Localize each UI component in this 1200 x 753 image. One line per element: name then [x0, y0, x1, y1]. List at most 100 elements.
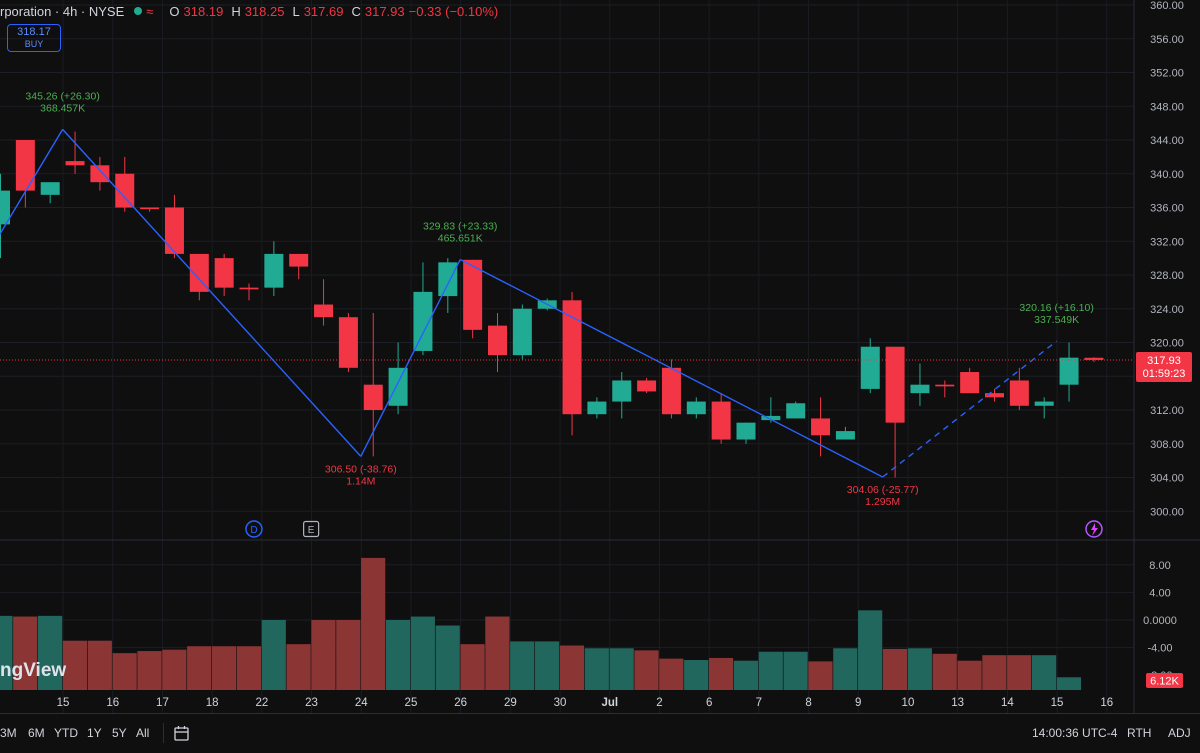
volume-bar	[808, 661, 833, 690]
volume-bar	[211, 646, 237, 690]
candle-body	[438, 262, 458, 297]
dividend-marker	[245, 520, 263, 538]
volume-axis[interactable]: 8.004.000.0000-4.00-8.00	[1143, 560, 1177, 682]
bar-countdown: 01:59:23	[1143, 368, 1186, 380]
candle-body	[910, 384, 930, 394]
zigzag-segment	[62, 128, 362, 457]
candle-body	[835, 431, 855, 440]
zigzag-price-label: 345.26 (+26.30)	[25, 90, 99, 102]
candle-body	[463, 259, 483, 330]
bottom-toolbar: 3M 6M YTD 1Y 5Y All 14:00:36 UTC-4 RTH A…	[0, 713, 1200, 753]
time-tick-label: 14	[1001, 697, 1014, 709]
candle-body	[189, 253, 209, 292]
volume-bar	[957, 660, 982, 690]
buy-price: 318.17	[17, 26, 51, 38]
volume-bar	[311, 620, 336, 690]
range-3m-button[interactable]: 3M	[0, 726, 17, 740]
zigzag-volume-label: 1.14M	[346, 475, 375, 487]
volume-bar	[535, 641, 560, 690]
price-tick-label: 332.00	[1150, 236, 1184, 248]
volume-tick-label: 4.00	[1149, 587, 1170, 599]
time-zone-clock[interactable]: 14:00:36 UTC-4	[1032, 726, 1118, 740]
volume-bar	[1032, 655, 1057, 690]
zigzag-segment	[459, 258, 883, 478]
adjustment-button[interactable]: ADJ	[1168, 726, 1191, 740]
candle-body	[1034, 401, 1054, 406]
session-button[interactable]: RTH	[1127, 726, 1152, 740]
symbol-title[interactable]: rporation · 4h · NYSE	[0, 3, 125, 19]
candle-body	[65, 161, 85, 166]
change-value: −0.33 (−0.10%)	[408, 3, 499, 19]
range-ytd-button[interactable]: YTD	[54, 726, 78, 740]
range-all-button[interactable]: All	[136, 726, 150, 740]
candle-body	[338, 317, 358, 368]
candle-body	[562, 300, 582, 415]
time-tick-label: 10	[902, 697, 915, 709]
volume-grid	[0, 564, 1134, 649]
zigzag-volume-label: 465.651K	[438, 233, 483, 245]
zigzag-price-label: 306.50 (-38.76)	[325, 463, 397, 475]
time-tick-label: 18	[206, 697, 219, 709]
indicator-toggle-icon[interactable]: ≈	[146, 3, 154, 19]
time-tick-label: 17	[156, 697, 169, 709]
candle-body	[935, 384, 955, 387]
volume-bar	[982, 655, 1007, 690]
time-tick-label: 13	[951, 697, 964, 709]
volume-bar	[1007, 655, 1032, 690]
price-axis[interactable]: 360.00 356.00 352.00 348.00 344.00 340.00 336.…	[1150, 0, 1184, 518]
time-tick-label: 26	[454, 697, 467, 709]
candle-body	[661, 367, 681, 415]
volume-value: 6.12K	[1150, 676, 1179, 688]
price-tick-label: 304.00	[1150, 473, 1184, 485]
time-tick-label: 8	[805, 697, 811, 709]
volume-bar	[609, 648, 634, 690]
zigzag-price-label: 329.83 (+23.33)	[423, 221, 497, 233]
high-key: H	[231, 3, 241, 19]
zigzag-segment	[360, 259, 461, 457]
candle-body	[363, 384, 383, 410]
candlestick-series	[0, 131, 1104, 478]
candle-body	[239, 287, 259, 290]
range-1y-button[interactable]: 1Y	[87, 726, 102, 740]
open-value: 318.19	[183, 3, 224, 19]
candle-body	[1009, 380, 1029, 406]
zigzag-volume-label: 337.549K	[1034, 314, 1079, 326]
candle-body	[314, 304, 334, 318]
volume-bar	[758, 651, 783, 690]
volume-bar	[162, 649, 187, 690]
volume-bar	[385, 620, 411, 690]
buy-label: BUY	[24, 39, 44, 49]
volume-bar	[882, 648, 908, 690]
volume-bar	[783, 651, 808, 690]
time-tick-label: 9	[855, 697, 861, 709]
lightning-icon[interactable]	[1085, 520, 1103, 538]
time-axis[interactable]: 121516171822232425262930Jul2678910131415…	[0, 697, 1113, 709]
volume-bar	[38, 615, 63, 690]
time-tick-label: Jul	[601, 697, 618, 709]
volume-bar	[336, 620, 361, 690]
zigzag-price-label: 304.06 (-25.77)	[847, 484, 919, 496]
candle-body	[0, 190, 10, 225]
candle-body	[15, 140, 35, 191]
volume-bar	[62, 640, 88, 690]
volume-bar	[733, 660, 758, 690]
time-tick-label: 6	[706, 697, 712, 709]
candle-body	[786, 403, 806, 419]
calendar-icon[interactable]	[173, 725, 191, 743]
legend-header: rporation · 4h · NYSE ≈ O 318.19 H 318.25 …	[0, 2, 498, 20]
range-6m-button[interactable]: 6M	[28, 726, 45, 740]
buy-button[interactable]: 318.17 BUY	[7, 24, 61, 52]
close-key: C	[351, 3, 361, 19]
volume-bar	[87, 640, 112, 690]
price-tick-label: 340.00	[1150, 169, 1184, 181]
range-5y-button[interactable]: 5Y	[112, 726, 127, 740]
volume-bar	[907, 648, 932, 690]
price-tick-label: 356.00	[1150, 34, 1184, 46]
candle-body	[761, 415, 781, 421]
candle-body	[860, 346, 880, 389]
watermark-logo: ngView	[0, 660, 67, 681]
candle-body	[115, 173, 135, 208]
earnings-marker	[303, 520, 320, 538]
